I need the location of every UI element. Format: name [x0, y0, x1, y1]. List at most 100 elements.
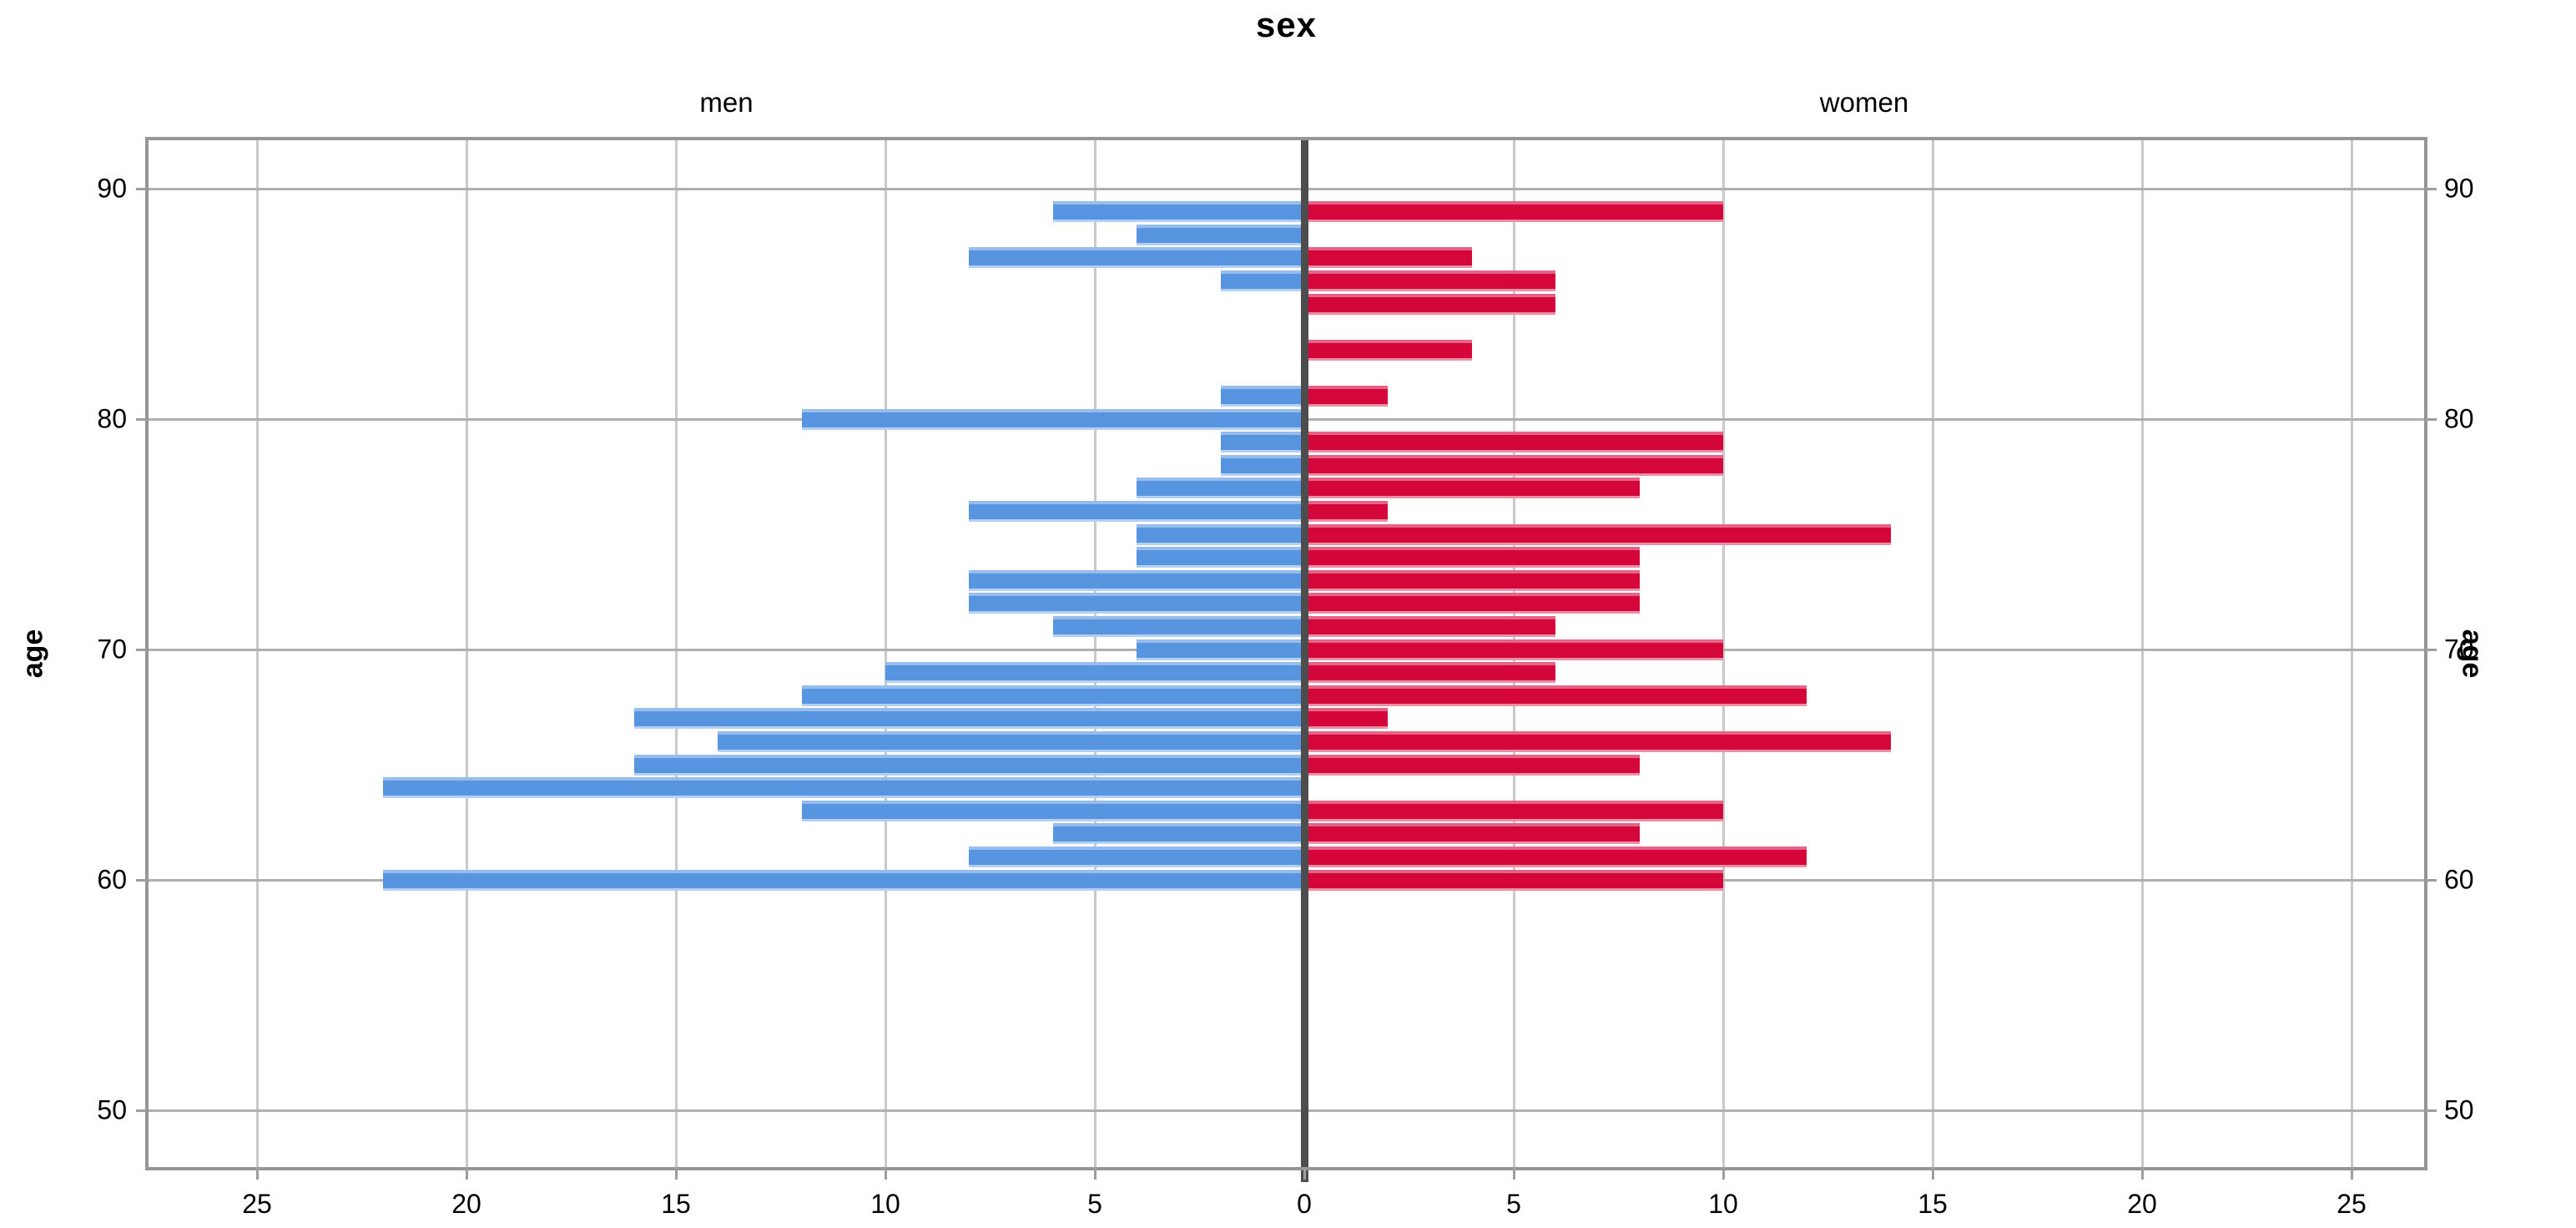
- x-axis-tick: [255, 1167, 259, 1180]
- x-tick-label: 10: [870, 1189, 900, 1219]
- y-tick-label-right: 80: [2444, 403, 2474, 434]
- count-gridline: [2140, 140, 2144, 1167]
- bar-women-73: [1304, 569, 1640, 591]
- y-axis-tick-left: [136, 187, 147, 190]
- x-tick-label: 5: [1087, 1189, 1102, 1219]
- x-axis-tick: [2350, 1167, 2353, 1180]
- women-panel-label: women: [1819, 87, 1909, 118]
- count-gridline: [674, 140, 678, 1167]
- bar-women-86: [1304, 270, 1556, 291]
- bar-women-68: [1304, 685, 1807, 706]
- bar-men-75: [1137, 523, 1304, 545]
- bar-women-79: [1304, 432, 1723, 453]
- bar-women-60: [1304, 869, 1723, 891]
- x-axis-tick: [674, 1167, 678, 1180]
- y-tick-label-right: 70: [2444, 634, 2474, 665]
- y-tick-label-right: 90: [2444, 173, 2474, 204]
- bar-women-63: [1304, 800, 1723, 821]
- y-tick-label-right: 60: [2444, 864, 2474, 895]
- y-axis-tick-right: [2426, 187, 2437, 190]
- x-axis-tick: [1512, 1167, 1515, 1180]
- bar-women-74: [1304, 547, 1640, 569]
- bar-men-66: [718, 730, 1304, 752]
- bar-men-79: [1220, 432, 1305, 453]
- x-axis-tick: [1093, 1167, 1096, 1180]
- bar-men-76: [969, 500, 1304, 522]
- x-tick-label: 25: [242, 1189, 272, 1219]
- bar-men-88: [1137, 224, 1304, 245]
- bar-women-78: [1304, 454, 1723, 476]
- bar-women-66: [1304, 730, 1891, 752]
- y-tick-label-left: 90: [97, 173, 127, 204]
- bar-men-78: [1220, 454, 1305, 476]
- bar-women-70: [1304, 639, 1723, 660]
- chart-title: sex: [1255, 5, 1318, 44]
- bar-men-81: [1220, 385, 1305, 407]
- count-gridline: [465, 140, 468, 1167]
- x-tick-label: 20: [451, 1189, 481, 1219]
- x-tick-label: 20: [2127, 1189, 2157, 1219]
- count-gridline: [1093, 140, 1096, 1167]
- bar-men-64: [382, 777, 1305, 799]
- bar-women-72: [1304, 593, 1640, 614]
- bar-men-77: [1137, 478, 1304, 499]
- y-axis-tick-right: [2426, 1109, 2437, 1112]
- bar-men-68: [801, 685, 1305, 706]
- bar-men-69: [885, 662, 1304, 684]
- bar-women-71: [1304, 615, 1556, 637]
- bar-men-89: [1052, 201, 1305, 223]
- y-axis-tick-left: [136, 648, 147, 651]
- bar-men-87: [969, 247, 1304, 269]
- y-axis-tick-left: [136, 417, 147, 421]
- x-axis-tick: [1303, 1167, 1306, 1180]
- x-tick-label: 0: [1297, 1189, 1312, 1219]
- x-axis-tick: [884, 1167, 887, 1180]
- y-axis-tick-right: [2426, 648, 2437, 651]
- x-tick-label: 10: [1708, 1189, 1738, 1219]
- bar-men-72: [969, 593, 1304, 614]
- count-gridline: [884, 140, 887, 1167]
- decade-gridline: [149, 187, 2424, 190]
- x-tick-label: 5: [1506, 1189, 1521, 1219]
- bar-men-71: [1052, 615, 1305, 637]
- y-tick-label-left: 80: [97, 403, 127, 434]
- bar-women-67: [1304, 708, 1389, 730]
- y-axis-tick-left: [136, 878, 147, 882]
- count-gridline: [255, 140, 259, 1167]
- men-panel-label: men: [699, 87, 754, 118]
- zero-axis-line: [1300, 140, 1308, 1182]
- bar-women-76: [1304, 500, 1389, 522]
- y-tick-label-left: 60: [97, 864, 127, 895]
- x-axis-tick: [465, 1167, 468, 1180]
- count-gridline: [1931, 140, 1934, 1167]
- x-tick-label: 25: [2337, 1189, 2367, 1219]
- bar-women-87: [1304, 247, 1472, 269]
- bar-men-86: [1220, 270, 1305, 291]
- bar-women-83: [1304, 339, 1472, 361]
- bar-men-80: [801, 408, 1305, 430]
- bar-women-85: [1304, 293, 1556, 315]
- bar-women-62: [1304, 823, 1640, 845]
- bar-men-63: [801, 800, 1305, 821]
- y-axis-tick-right: [2426, 878, 2437, 882]
- bar-men-65: [633, 754, 1305, 776]
- bar-men-60: [382, 869, 1305, 891]
- bar-men-73: [969, 569, 1304, 591]
- x-axis-tick: [1722, 1167, 1725, 1180]
- bar-women-69: [1304, 662, 1556, 684]
- count-gridline: [1722, 140, 1725, 1167]
- bar-women-81: [1304, 385, 1389, 407]
- age-axis-title-left: age: [17, 629, 49, 679]
- y-axis-tick-right: [2426, 417, 2437, 421]
- x-axis-tick: [2140, 1167, 2144, 1180]
- y-tick-label-left: 70: [97, 634, 127, 665]
- bar-women-89: [1304, 201, 1723, 223]
- count-gridline: [2350, 140, 2353, 1167]
- bar-women-61: [1304, 846, 1807, 867]
- bar-men-61: [969, 846, 1304, 867]
- bar-men-62: [1052, 823, 1305, 845]
- bar-women-75: [1304, 523, 1891, 545]
- bar-women-77: [1304, 478, 1640, 499]
- y-axis-tick-left: [136, 1109, 147, 1112]
